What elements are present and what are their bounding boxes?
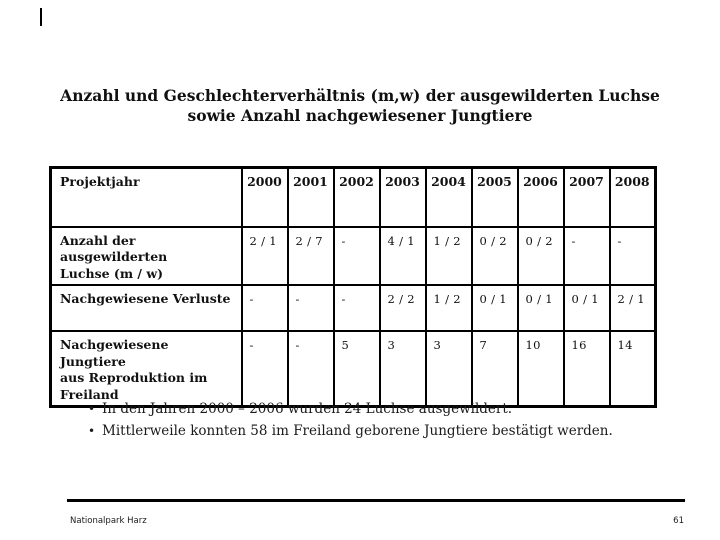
bullet-text: In den Jahren 2000 – 2006 wurden 24 Luch… — [102, 401, 513, 417]
header-cell-year: 2002 — [332, 166, 381, 228]
table-cell: - — [562, 225, 611, 286]
table-cell: 2 / 7 — [286, 225, 335, 286]
bullet-icon: • — [88, 402, 96, 416]
bullet-icon: • — [88, 424, 96, 438]
table-cell: 14 — [608, 330, 657, 408]
row-label: Anzahl der ausgewilderten Luchse (m / w) — [49, 225, 243, 286]
lynx-data-table: Projektjahr 2000 2001 2002 2003 2004 200… — [49, 166, 657, 408]
header-cell-year: 2003 — [378, 166, 427, 228]
table-row-verified-losses: Nachgewiesene Verluste - - - 2 / 2 1 / 2… — [49, 284, 657, 332]
table-cell: 0 / 2 — [516, 225, 565, 286]
table-cell: 0 / 1 — [562, 284, 611, 332]
table-row-verified-juveniles: Nachgewiesene Jungtiere aus Reproduktion… — [49, 330, 657, 408]
table-cell: 5 — [332, 330, 381, 408]
table-cell: - — [332, 225, 381, 286]
header-cell-year: 2001 — [286, 166, 335, 228]
bullet-list: • In den Jahren 2000 – 2006 wurden 24 Lu… — [88, 398, 680, 442]
bullet-text: Mittlerweile konnten 58 im Freiland gebo… — [102, 423, 613, 439]
table-cell: - — [608, 225, 657, 286]
table-cell: 0 / 1 — [470, 284, 519, 332]
row-label: Nachgewiesene Jungtiere aus Reproduktion… — [49, 330, 243, 408]
table-cell: 2 / 1 — [240, 225, 289, 286]
row-label: Nachgewiesene Verluste — [49, 284, 243, 332]
table-cell: 7 — [470, 330, 519, 408]
header-cell-year: 2007 — [562, 166, 611, 228]
table-cell: - — [286, 330, 335, 408]
table-cell: 16 — [562, 330, 611, 408]
corner-mark — [40, 8, 42, 26]
list-item: • Mittlerweile konnten 58 im Freiland ge… — [88, 420, 680, 442]
list-item: • In den Jahren 2000 – 2006 wurden 24 Lu… — [88, 398, 680, 420]
table-cell: 1 / 2 — [424, 284, 473, 332]
table-cell: 1 / 2 — [424, 225, 473, 286]
table-header-row: Projektjahr 2000 2001 2002 2003 2004 200… — [49, 166, 657, 228]
table-cell: - — [240, 330, 289, 408]
table-cell: 2 / 2 — [378, 284, 427, 332]
header-cell-year: 2005 — [470, 166, 519, 228]
header-cell-year: 2000 — [240, 166, 289, 228]
table-cell: 10 — [516, 330, 565, 408]
table-cell: - — [332, 284, 381, 332]
slide-title: Anzahl und Geschlechterverhältnis (m,w) … — [60, 86, 660, 125]
table-cell: 3 — [424, 330, 473, 408]
table-cell: 2 / 1 — [608, 284, 657, 332]
table-cell: - — [240, 284, 289, 332]
header-cell-projektjahr: Projektjahr — [49, 166, 243, 228]
header-cell-year: 2006 — [516, 166, 565, 228]
header-cell-year: 2008 — [608, 166, 657, 228]
table-cell: 0 / 1 — [516, 284, 565, 332]
table-cell: 3 — [378, 330, 427, 408]
footer-organization: Nationalpark Harz — [70, 516, 147, 526]
table-cell: 0 / 2 — [470, 225, 519, 286]
table-cell: - — [286, 284, 335, 332]
table-cell: 4 / 1 — [378, 225, 427, 286]
footer-divider — [67, 499, 685, 502]
table-row-released-lynxes: Anzahl der ausgewilderten Luchse (m / w)… — [49, 225, 657, 286]
page-number: 61 — [673, 516, 684, 526]
header-cell-year: 2004 — [424, 166, 473, 228]
